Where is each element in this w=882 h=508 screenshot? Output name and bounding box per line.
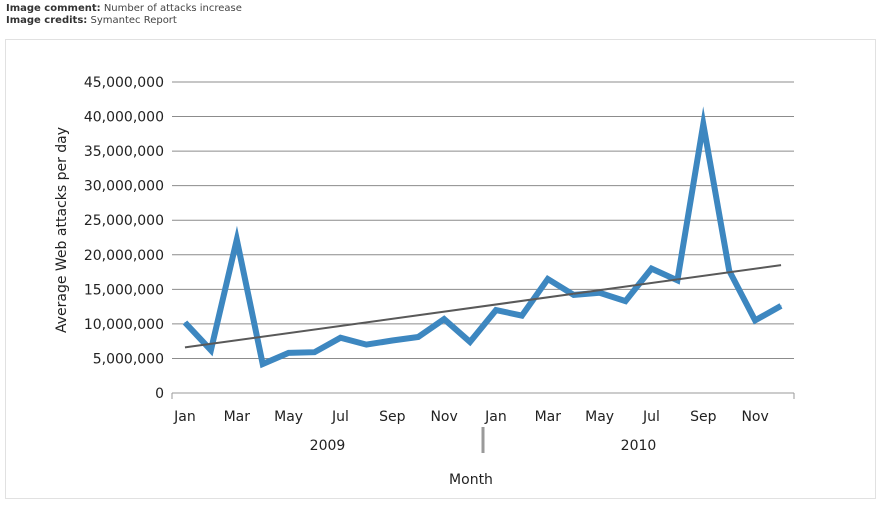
data-point — [339, 337, 341, 339]
data-point — [262, 363, 264, 365]
data-point — [210, 349, 212, 351]
data-point — [573, 294, 575, 296]
y-tick-label: 45,000,000 — [84, 75, 164, 91]
year-labels: 2009 2010 — [310, 427, 657, 454]
data-point — [676, 279, 678, 281]
y-tick-label: 15,000,000 — [84, 282, 164, 298]
year-label: 2009 — [310, 438, 346, 454]
data-point — [184, 322, 186, 324]
y-tick-label: 40,000,000 — [84, 110, 164, 126]
x-tick-label: Jul — [331, 409, 349, 425]
y-tick-label: 0 — [155, 386, 164, 402]
image-credits: Image credits: Symantec Report — [6, 15, 242, 27]
x-tick-label: Sep — [690, 409, 717, 425]
data-points — [184, 123, 782, 365]
image-comment-text: Number of attacks increase — [103, 3, 242, 14]
x-tick-label: Sep — [379, 409, 406, 425]
data-point — [521, 315, 523, 317]
data-point — [625, 300, 627, 302]
y-tick-label: 5,000,000 — [93, 351, 164, 367]
data-point — [365, 344, 367, 346]
x-axis-label: Month — [449, 472, 493, 488]
data-point — [495, 309, 497, 311]
x-tick-labels: Jan Mar May Jul Sep Nov Jan Mar May Jul Sep Nov — [173, 409, 769, 425]
series-lines — [182, 106, 783, 369]
data-point — [288, 352, 290, 354]
y-tick-label: 10,000,000 — [84, 317, 164, 333]
data-point — [650, 268, 652, 270]
image-comment-label: Image comment: — [6, 3, 101, 14]
y-tick-label: 30,000,000 — [84, 179, 164, 195]
data-point — [754, 319, 756, 321]
data-point — [469, 341, 471, 343]
data-point — [314, 351, 316, 353]
data-point — [236, 239, 238, 241]
trend-line — [184, 264, 782, 349]
x-tick-label: Jul — [642, 409, 660, 425]
grid-lines — [172, 81, 794, 359]
image-comment: Image comment: Number of attacks increas… — [6, 3, 242, 15]
data-point — [391, 339, 393, 341]
y-axis-label: Average Web attacks per day — [54, 127, 70, 333]
data-point — [702, 123, 704, 125]
x-tick-label: Jan — [484, 409, 507, 425]
data-point — [417, 336, 419, 338]
data-point — [780, 305, 782, 307]
x-tick-label: Jan — [173, 409, 196, 425]
y-tick-label: 25,000,000 — [84, 213, 164, 229]
data-point — [547, 278, 549, 280]
axes — [171, 392, 795, 399]
data-point — [443, 318, 445, 320]
attacks-series-line — [182, 106, 783, 369]
image-credits-text: Symantec Report — [90, 15, 177, 26]
image-meta: Image comment: Number of attacks increas… — [6, 3, 242, 27]
x-tick-label: Nov — [430, 409, 457, 425]
y-tick-labels: 0 5,000,000 10,000,000 15,000,000 20,000,000… — [84, 75, 164, 402]
x-tick-label: May — [585, 409, 614, 425]
data-point — [728, 270, 730, 272]
y-tick-label: 35,000,000 — [84, 144, 164, 160]
x-tick-label: Nov — [741, 409, 768, 425]
web-attacks-line-chart: 0 5,000,000 10,000,000 15,000,000 20,000,000… — [54, 75, 795, 488]
data-point — [599, 292, 601, 294]
image-credits-label: Image credits: — [6, 15, 88, 26]
year-label: 2010 — [621, 438, 657, 454]
y-tick-label: 20,000,000 — [84, 248, 164, 264]
x-tick-label: Mar — [224, 409, 251, 425]
chart-frame: 0 5,000,000 10,000,000 15,000,000 20,000,000… — [5, 39, 876, 499]
x-tick-label: Mar — [535, 409, 562, 425]
x-tick-label: May — [274, 409, 303, 425]
